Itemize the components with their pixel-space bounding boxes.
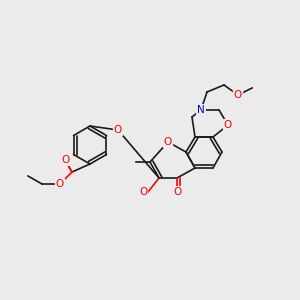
Text: O: O [56, 179, 64, 189]
Text: O: O [164, 137, 172, 147]
Text: O: O [114, 125, 122, 135]
Text: N: N [197, 105, 205, 115]
Text: O: O [224, 120, 232, 130]
Text: O: O [61, 155, 69, 165]
Text: O: O [139, 187, 147, 197]
Text: O: O [173, 187, 181, 197]
Text: O: O [234, 90, 242, 100]
